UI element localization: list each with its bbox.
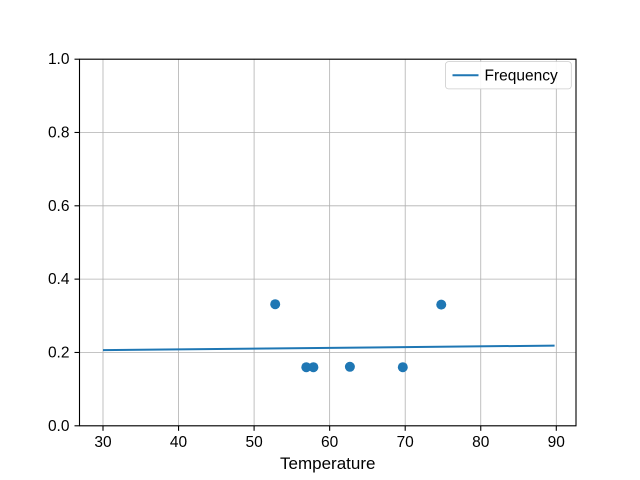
- svg-text:0.6: 0.6: [48, 198, 70, 215]
- svg-text:60: 60: [321, 434, 339, 451]
- svg-text:0.0: 0.0: [48, 418, 70, 435]
- svg-text:0.4: 0.4: [48, 271, 70, 288]
- svg-text:1.0: 1.0: [48, 51, 70, 68]
- svg-text:0.8: 0.8: [48, 124, 70, 141]
- svg-text:Frequency: Frequency: [485, 67, 558, 84]
- svg-text:30: 30: [94, 434, 112, 451]
- svg-text:Temperature: Temperature: [280, 454, 375, 473]
- svg-text:0.2: 0.2: [48, 344, 70, 361]
- svg-text:70: 70: [397, 434, 415, 451]
- svg-text:80: 80: [472, 434, 490, 451]
- svg-text:40: 40: [170, 434, 188, 451]
- svg-text:50: 50: [245, 434, 263, 451]
- svg-text:90: 90: [548, 434, 566, 451]
